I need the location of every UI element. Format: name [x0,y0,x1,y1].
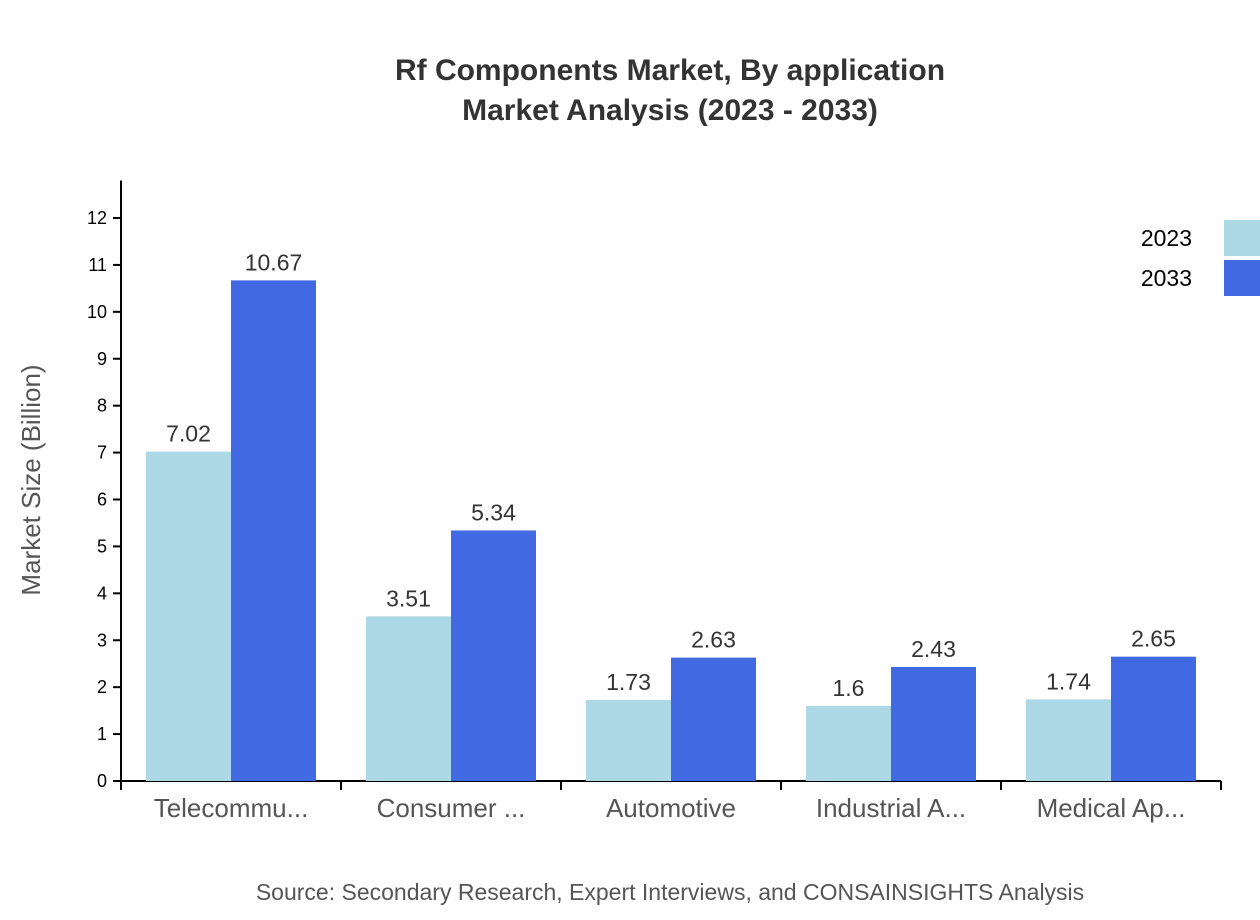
bar-2033 [231,280,316,781]
bar-2023 [806,705,891,781]
x-tick-label: Industrial A... [816,793,966,823]
y-tick-label: 4 [97,583,107,603]
y-tick-label: 11 [88,255,107,275]
bar-2033 [671,657,756,781]
y-tick-label: 1 [97,724,107,744]
data-label: 5.34 [471,499,516,525]
x-tick-label: Consumer ... [377,793,526,823]
y-tick-label: 5 [97,536,107,556]
y-tick-label: 8 [97,396,107,416]
data-label: 7.02 [166,421,211,447]
y-tick-label: 3 [97,630,107,650]
data-label: 3.51 [386,585,431,611]
bar-2033 [891,666,976,781]
legend-swatch [1224,220,1260,256]
y-tick-label: 2 [97,677,107,697]
y-tick-label: 10 [87,302,107,322]
y-tick-label: 9 [97,349,107,369]
x-tick-label: Medical Ap... [1037,793,1186,823]
data-label: 1.6 [833,675,865,701]
data-label: 2.43 [911,636,956,662]
x-tick-label: Automotive [606,793,736,823]
chart-title-line-1: Rf Components Market, By application [395,54,945,87]
data-label: 2.65 [1131,626,1176,652]
bar-2023 [1026,699,1111,781]
y-tick-label: 6 [97,490,107,510]
data-label: 10.67 [245,249,303,275]
y-axis-label: Market Size (Billion) [16,364,46,595]
chart-title-line-2: Market Analysis (2023 - 2033) [462,94,878,127]
data-label: 1.73 [606,669,651,695]
bar-2033 [451,530,536,781]
bar-2023 [586,699,671,781]
y-tick-label: 0 [97,771,107,791]
bar-2023 [366,616,451,781]
y-tick-label: 7 [97,443,107,463]
bar-2033 [1111,656,1196,781]
bar-2023 [146,451,231,781]
legend-swatch [1224,260,1260,296]
source-note: Source: Secondary Research, Expert Inter… [256,879,1084,905]
legend-label: 2023 [1141,225,1192,251]
data-label: 2.63 [691,627,736,653]
legend-label: 2033 [1141,265,1192,291]
x-tick-label: Telecommu... [154,793,309,823]
data-label: 1.74 [1046,668,1091,694]
y-tick-label: 12 [87,208,107,228]
